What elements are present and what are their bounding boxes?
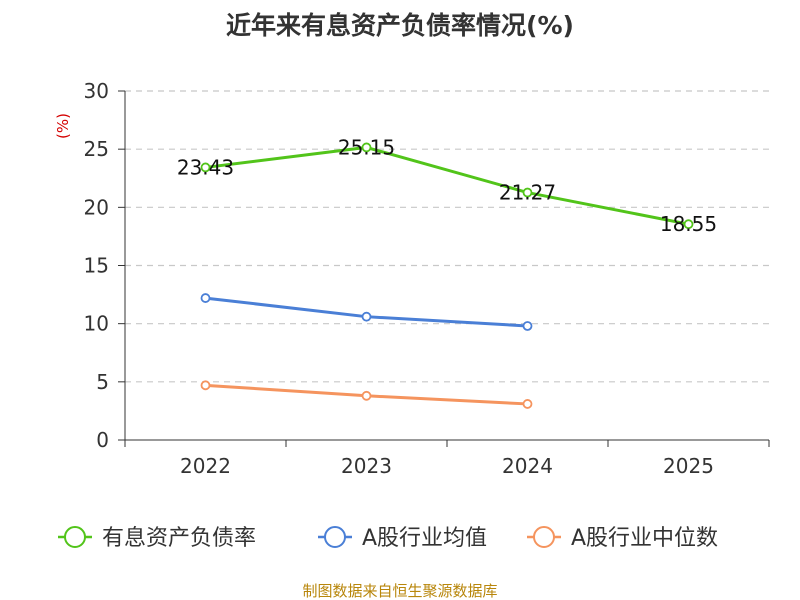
legend-item[interactable]: 有息资产负债率 — [58, 526, 256, 551]
y-tick-label: 0 — [96, 428, 109, 452]
data-label: 23.43 — [177, 155, 234, 179]
x-tick-label: 2022 — [180, 454, 231, 478]
legend-marker — [533, 526, 555, 548]
legend-label: A股行业中位数 — [571, 526, 718, 551]
y-tick-label: 15 — [84, 254, 109, 278]
data-point[interactable] — [683, 219, 694, 230]
chart-title: 近年来有息资产负债率情况(%) — [226, 11, 574, 40]
y-tick-label: 10 — [84, 312, 109, 336]
grid-lines — [125, 90, 769, 383]
y-axis-unit: (%) — [54, 113, 72, 139]
data-point[interactable] — [361, 311, 372, 322]
data-point[interactable] — [200, 293, 211, 303]
y-tick-label: 5 — [96, 370, 109, 394]
data-point[interactable] — [200, 162, 211, 173]
data-point[interactable] — [361, 390, 372, 401]
legend-item[interactable]: A股行业均值 — [318, 526, 487, 551]
x-tick-label: 2025 — [663, 454, 714, 478]
data-point[interactable] — [200, 380, 211, 391]
series-line — [205, 145, 689, 226]
legend-label: A股行业均值 — [362, 526, 487, 551]
x-tick-label: 2023 — [341, 454, 392, 478]
source-note: 制图数据来自恒生聚源数据库 — [302, 582, 497, 600]
legend-label: 有息资产负债率 — [102, 526, 256, 551]
data-point[interactable] — [522, 399, 533, 409]
legend-marker — [324, 526, 346, 548]
y-tick-label: 30 — [84, 79, 109, 103]
data-point[interactable] — [522, 187, 533, 198]
data-label: 21.27 — [499, 181, 556, 205]
series-lines — [200, 142, 694, 409]
x-tick-label: 2024 — [502, 454, 553, 478]
data-label: 18.55 — [660, 212, 717, 236]
legend[interactable]: 有息资产负债率 A股行业均值 A股行业中位数 — [58, 526, 718, 551]
data-point[interactable] — [361, 142, 372, 153]
legend-marker — [64, 526, 86, 548]
data-labels: 23.43 25.15 21.27 18.55 — [177, 135, 717, 236]
legend-item[interactable]: A股行业中位数 — [527, 526, 718, 551]
data-label: 25.15 — [338, 135, 395, 159]
y-tick-label: 20 — [84, 195, 109, 219]
data-point[interactable] — [522, 321, 533, 331]
y-tick-label: 25 — [84, 137, 109, 161]
